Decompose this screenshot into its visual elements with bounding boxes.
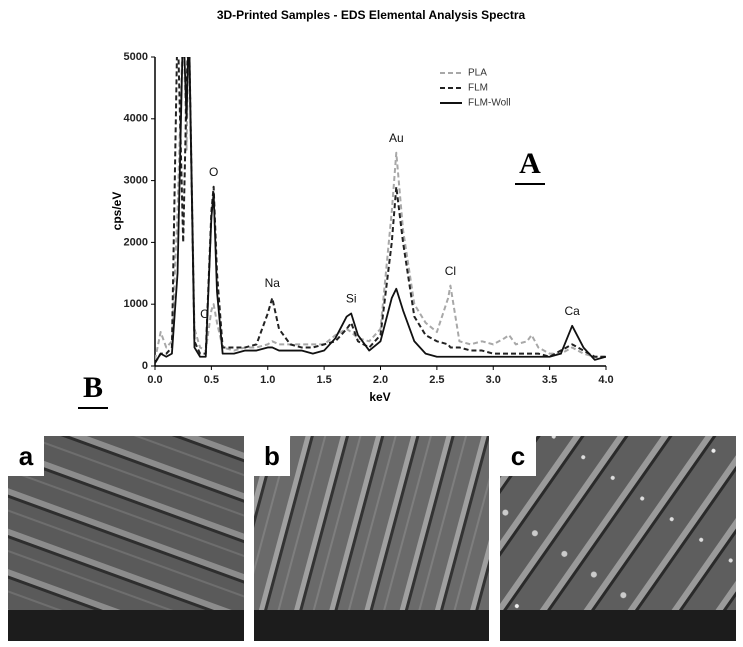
- y-axis-label: cps/eV: [110, 192, 124, 231]
- series-line: [155, 57, 606, 361]
- sem-panels: [8, 436, 736, 641]
- legend-label: FLM-Woll: [468, 98, 511, 109]
- panel-label: A: [519, 147, 541, 180]
- sem-info-bar: [254, 610, 489, 641]
- sem-info-bar: [8, 610, 244, 641]
- peak-label: Si: [346, 292, 357, 306]
- peak-label: Cl: [445, 264, 456, 278]
- label-box: [500, 436, 536, 476]
- peak-label: Na: [265, 276, 281, 290]
- x-tick-label: 4.0: [598, 374, 613, 386]
- x-tick-label: 1.5: [316, 374, 331, 386]
- y-tick-label: 0: [142, 360, 148, 372]
- sem-image: [254, 436, 489, 641]
- x-tick-label: 0.5: [204, 374, 219, 386]
- label-box: [8, 436, 44, 476]
- series-line: [155, 57, 606, 364]
- legend-label: FLM: [468, 83, 488, 94]
- x-tick-label: 3.5: [542, 374, 557, 386]
- image-label: c: [511, 441, 525, 471]
- chart-title: 3D-Printed Samples - EDS Elemental Analy…: [217, 8, 526, 22]
- panel-label: B: [83, 371, 103, 404]
- sem-info-bar: [500, 610, 736, 641]
- x-tick-label: 3.0: [486, 374, 501, 386]
- y-tick-label: 3000: [124, 175, 148, 187]
- y-tick-label: 4000: [124, 113, 148, 125]
- x-axis-label: keV: [369, 390, 390, 404]
- peak-label: Ca: [565, 304, 581, 318]
- x-tick-label: 1.0: [260, 374, 275, 386]
- peak-label: C: [200, 307, 209, 321]
- x-tick-label: 2.0: [373, 374, 388, 386]
- image-label: a: [19, 441, 34, 471]
- peak-label: Au: [389, 131, 404, 145]
- image-label: b: [264, 441, 280, 471]
- y-tick-label: 2000: [124, 236, 148, 248]
- x-tick-label: 0.0: [147, 374, 162, 386]
- series-line: [155, 57, 606, 364]
- peak-label: O: [209, 165, 218, 179]
- sem-image: [8, 436, 244, 641]
- y-tick-label: 1000: [124, 298, 148, 310]
- label-box: [254, 436, 290, 476]
- legend-label: PLA: [468, 68, 487, 79]
- sem-image: [500, 436, 736, 641]
- y-tick-label: 5000: [124, 51, 148, 63]
- plot-area: [155, 57, 606, 364]
- x-tick-label: 2.5: [429, 374, 444, 386]
